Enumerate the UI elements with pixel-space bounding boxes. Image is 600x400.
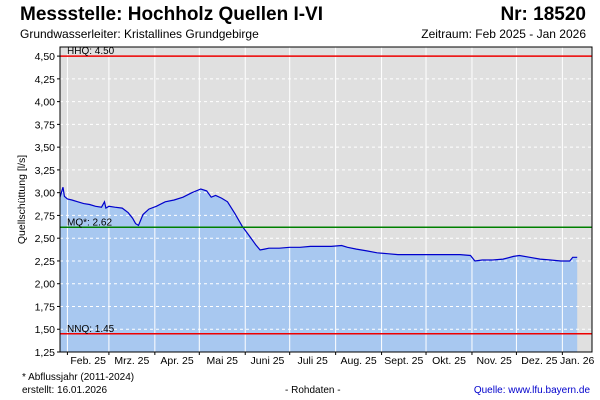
discharge-area bbox=[60, 187, 578, 352]
y-tick-label: 1,75 bbox=[35, 301, 56, 313]
y-tick-label: 3,50 bbox=[35, 142, 56, 154]
created-date: erstellt: 16.01.2026 bbox=[22, 385, 108, 396]
y-axis-label: Quellschüttung [l/s] bbox=[16, 155, 28, 244]
y-tick-label: 4,00 bbox=[35, 97, 56, 109]
x-tick-label: Okt. 25 bbox=[432, 355, 466, 367]
y-tick-label: 1,25 bbox=[35, 347, 56, 359]
y-tick-label: 2,75 bbox=[35, 210, 56, 222]
discharge-line bbox=[59, 187, 578, 262]
station-number: Nr: 18520 bbox=[500, 4, 586, 25]
x-tick-label: Sept. 25 bbox=[384, 355, 423, 367]
y-tick-label: 3,25 bbox=[35, 165, 56, 177]
x-tick-label: Mai 25 bbox=[207, 355, 239, 367]
y-tick-label: 4,25 bbox=[35, 74, 56, 86]
reference-label-mq: MQ*: 2.62 bbox=[67, 217, 112, 228]
reference-label-nnq: NNQ: 1.45 bbox=[67, 324, 115, 335]
x-tick-label: Jan. 26 bbox=[560, 355, 595, 367]
plot-border bbox=[59, 46, 593, 353]
x-tick-label: Dez. 25 bbox=[521, 355, 557, 367]
x-tick-label: Apr. 25 bbox=[160, 355, 193, 367]
y-tick-label: 1,50 bbox=[35, 324, 56, 336]
x-tick-label: Juli 25 bbox=[297, 355, 328, 367]
footnote: * Abflussjahr (2011-2024) bbox=[22, 372, 135, 383]
y-tick-label: 2,50 bbox=[35, 233, 56, 245]
x-tick-label: Mrz. 25 bbox=[114, 355, 149, 367]
x-tick-label: Nov. 25 bbox=[476, 355, 512, 367]
reference-label-hhq: HHQ: 4.50 bbox=[67, 46, 115, 57]
y-tick-label: 2,00 bbox=[35, 279, 56, 291]
period-label: Zeitraum: Feb 2025 - Jan 2026 bbox=[421, 27, 586, 41]
y-tick-label: 2,25 bbox=[35, 256, 56, 268]
aquifer-subtitle: Grundwasserleiter: Kristallines Grundgeb… bbox=[20, 27, 259, 41]
y-tick-label: 3,75 bbox=[35, 119, 56, 131]
y-tick-label: 3,00 bbox=[35, 188, 56, 200]
raw-data-note: - Rohdaten - bbox=[285, 385, 341, 396]
source-link[interactable]: Quelle: www.lfu.bayern.de bbox=[473, 385, 590, 396]
x-tick-label: Juni 25 bbox=[251, 355, 285, 367]
x-tick-label: Aug. 25 bbox=[341, 355, 377, 367]
chart-title: Messstelle: Hochholz Quellen I-VI bbox=[20, 4, 324, 25]
x-tick-label: Feb. 25 bbox=[70, 355, 106, 367]
y-tick-label: 4,50 bbox=[35, 51, 56, 63]
